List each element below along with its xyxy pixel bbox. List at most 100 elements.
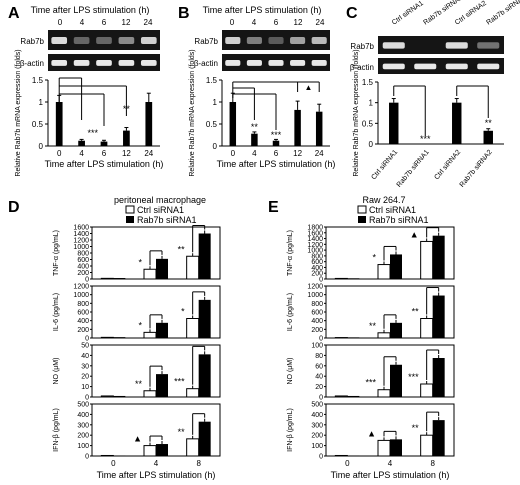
bar: [229, 102, 237, 146]
gel-rab7b-C-band: [477, 42, 500, 49]
y-axis-label: NO (μM): [53, 358, 60, 385]
y-tick-label: 100: [311, 443, 323, 450]
bar-rab7b: [198, 233, 211, 279]
sig-annot: **: [135, 379, 143, 389]
y-tick-label: 0: [369, 140, 374, 149]
y-tick-label: 1800: [307, 225, 323, 232]
y-tick-label: 1.5: [206, 76, 218, 85]
bar-rab7b: [156, 374, 168, 397]
gel-rab7b-A-band: [51, 37, 68, 44]
gel-actin-C-band: [477, 63, 500, 70]
gel-rab7b-C-band: [445, 42, 468, 49]
gel-lane-label: Ctrl siRNA1: [391, 0, 425, 27]
gel-rab7b-B-band: [246, 37, 262, 44]
subchart-2: 0 20 40 60 80 100 NO (μM) *** ***: [287, 343, 455, 402]
bar-ctrl: [186, 255, 200, 280]
y-tick-label: 1000: [73, 292, 89, 299]
bar-ctrl: [100, 277, 114, 280]
gel-lane-label: 12: [122, 18, 131, 27]
gel-lane-label: 0: [58, 18, 63, 27]
panel-label-B: B: [178, 5, 190, 22]
y-tick-label: 20: [315, 384, 323, 391]
x-tick-label: Ctrl siRNA1: [370, 149, 399, 182]
x-tick-label: 4: [154, 459, 159, 468]
sig-annot: ***: [420, 134, 431, 144]
bar: [251, 133, 258, 146]
y-tick-label: 60: [315, 363, 323, 370]
bar-rab7b: [156, 322, 168, 338]
subchart-3: 0 100 200 300 400 500 IFN-β (pg/mL) ▲ **: [53, 402, 221, 461]
y-tick-label: 1.5: [32, 76, 44, 85]
bar-rab7b: [113, 455, 126, 456]
bar-ctrl: [143, 331, 157, 339]
gel-rab7b-B-band: [268, 37, 284, 44]
y-tick-label: 1600: [73, 225, 89, 232]
y-tick-label: 400: [77, 264, 89, 271]
gel-actin-A-band: [51, 59, 68, 66]
bar-rab7b: [113, 278, 126, 279]
bar-ctrl: [420, 383, 434, 398]
legend-label: Rab7b siRNA1: [369, 215, 429, 225]
gel-actin-C-band: [382, 63, 405, 70]
bar-rab7b: [198, 354, 211, 397]
gel-rab7b-B: [222, 30, 330, 50]
bar-rab7b: [347, 278, 360, 279]
y-axis-label: IL-6 (pg/mL): [53, 293, 60, 331]
y-tick-label: 0: [85, 277, 89, 284]
x-axis-label: Time after LPS stimulation (h): [97, 470, 216, 480]
bar-ctrl: [377, 332, 391, 339]
bar-rab7b: [432, 358, 445, 397]
sig-annot: ***: [408, 372, 419, 382]
gel-lane-label: Ctrl siRNA2: [454, 0, 488, 27]
sig-annot: **: [178, 427, 186, 437]
legend-swatch-ctrl: [357, 205, 367, 214]
y-tick-label: 0: [85, 336, 89, 343]
y-tick-label: 800: [311, 253, 323, 260]
gel-actin-A-band: [96, 59, 112, 66]
y-axis-label: IFN-β (pg/mL): [53, 408, 60, 452]
bar-ctrl: [186, 318, 200, 339]
y-tick-label: 300: [77, 422, 89, 429]
y-tick-label: 50: [81, 343, 89, 350]
bar-rab7b: [347, 337, 360, 338]
y-tick-label: 800: [77, 251, 89, 258]
x-axis-label: Time after LPS stimulation (h): [45, 159, 164, 169]
sig-annot: ▲: [410, 229, 419, 239]
bar-ctrl: [143, 445, 157, 457]
y-tick-label: 400: [311, 412, 323, 419]
gel-row-label: Rab7b: [20, 37, 44, 46]
y-tick-label: 200: [77, 270, 89, 277]
bar-ctrl: [377, 264, 391, 280]
gel-actin-C-band: [445, 63, 468, 70]
y-tick-label: 1600: [307, 230, 323, 237]
x-tick-label: 0: [345, 459, 350, 468]
gel-row-label: β-actin: [194, 59, 218, 68]
bar: [78, 140, 85, 146]
y-tick-label: 400: [77, 412, 89, 419]
sig-annot: *: [372, 253, 376, 263]
bar-rab7b: [198, 421, 211, 456]
y-tick-label: 100: [77, 443, 89, 450]
x-tick-label: 0: [231, 149, 236, 158]
gel-lane-label: 24: [316, 18, 325, 27]
x-tick-label: 24: [315, 149, 324, 158]
bar: [315, 111, 323, 146]
bar: [294, 109, 301, 146]
bar-ctrl: [100, 395, 114, 398]
bar-ctrl: [100, 336, 114, 339]
y-tick-label: 600: [311, 259, 323, 266]
y-axis-label: TNF-α (pg/mL): [53, 230, 60, 276]
bar-ctrl: [377, 439, 391, 457]
x-tick-label: 4: [252, 149, 257, 158]
panel-label-E: E: [268, 199, 279, 216]
gel-actin-B-band: [311, 59, 327, 66]
bar: [272, 140, 280, 146]
gel-rab7b-A-band: [140, 37, 157, 44]
bar: [100, 141, 108, 146]
y-tick-label: 0.5: [32, 120, 44, 129]
y-tick-label: 800: [311, 301, 323, 308]
y-tick-label: 0: [319, 336, 323, 343]
y-tick-label: 80: [315, 353, 323, 360]
bar-ctrl: [377, 389, 391, 398]
